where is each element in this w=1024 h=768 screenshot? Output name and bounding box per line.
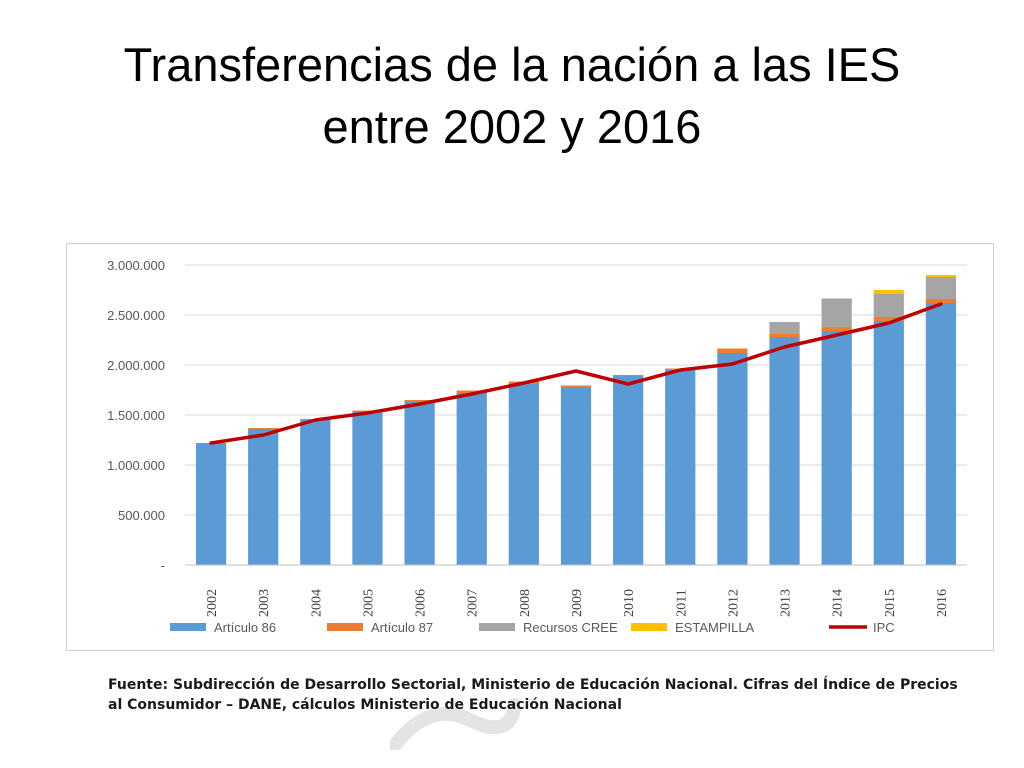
legend-swatch-articulo86 <box>170 623 206 631</box>
bar-articulo86-2015 <box>873 321 904 565</box>
slide-title-line-2: entre 2002 y 2016 <box>322 100 702 153</box>
x-tick-label-2003: 2003 <box>257 589 272 617</box>
slide-title: Transferencias de la nación a las IES en… <box>0 34 1024 158</box>
bar-articulo86-2013 <box>769 337 800 565</box>
x-tick-label-2014: 2014 <box>831 589 846 617</box>
chart-legend: Artículo 86 Artículo 87 Recursos CREE ESTAM… <box>170 620 895 635</box>
bar-articulo86-2009 <box>560 387 592 565</box>
bar-articulo87-2013 <box>769 334 800 337</box>
slide-title-line-1: Transferencias de la nación a las IES <box>123 38 901 91</box>
bar-articulo87-2003 <box>248 428 279 429</box>
bar-layer <box>195 275 957 565</box>
watermark-logo <box>390 698 520 750</box>
legend-label-articulo86: Artículo 86 <box>214 620 276 635</box>
x-axis-tick-labels: 2002 2003 2004 2005 2006 2007 2008 2009 2010 2011… <box>185 564 967 617</box>
bar-articulo86-2014 <box>821 331 852 565</box>
x-tick-label-2004: 2004 <box>309 589 324 617</box>
bar-articulo86-2012 <box>717 353 748 565</box>
legend-label-estampilla: ESTAMPILLA <box>675 620 755 635</box>
y-tick-label-1: 500.000 <box>118 508 165 523</box>
bar-articulo86-2003 <box>248 429 279 565</box>
x-tick-label-2010: 2010 <box>622 589 637 617</box>
chart-container: - 500.000 1.000.000 1.500.000 2.000.000 2.500… <box>66 243 994 651</box>
bar-articulo86-2011 <box>665 370 696 565</box>
x-tick-label-2011: 2011 <box>674 589 689 616</box>
y-tick-label-4: 2.000.000 <box>107 358 165 373</box>
bar-articulo86-2006 <box>404 402 435 565</box>
y-tick-label-3: 1.500.000 <box>107 408 165 423</box>
bar-articulo86-2004 <box>300 420 331 565</box>
x-tick-label-2015: 2015 <box>883 589 898 617</box>
legend-label-articulo87: Artículo 87 <box>371 620 433 635</box>
bar-articulo87-2016 <box>925 299 957 303</box>
bar-cree-2015 <box>873 294 904 317</box>
y-tick-label-6: 3.000.000 <box>107 258 165 273</box>
y-tick-label-2: 1.000.000 <box>107 458 165 473</box>
x-tick-label-2009: 2009 <box>570 589 585 617</box>
bar-articulo87-2009 <box>560 385 592 387</box>
x-tick-label-2007: 2007 <box>466 589 481 617</box>
x-tick-label-2006: 2006 <box>414 589 429 617</box>
bar-articulo86-2005 <box>352 412 383 565</box>
x-tick-label-2016: 2016 <box>935 589 950 617</box>
bar-articulo86-2008 <box>508 384 539 565</box>
bar-articulo86-2002 <box>195 444 227 565</box>
x-tick-label-2008: 2008 <box>518 589 533 617</box>
chart-svg: - 500.000 1.000.000 1.500.000 2.000.000 2.500… <box>107 258 967 635</box>
legend-swatch-estampilla <box>631 623 667 631</box>
bar-cree-2013 <box>769 322 800 334</box>
bar-articulo86-2010 <box>613 376 644 565</box>
bar-estampilla-2016 <box>925 275 957 277</box>
source-line-2: al Consumidor – DANE, cálculos Ministeri… <box>108 697 622 713</box>
bar-articulo87-2007 <box>456 390 487 393</box>
y-axis-tick-labels: - 500.000 1.000.000 1.500.000 2.000.000 2.500… <box>107 258 165 573</box>
legend-swatch-cree <box>479 623 515 631</box>
x-tick-label-2013: 2013 <box>779 589 794 617</box>
legend-label-ipc: IPC <box>873 620 895 635</box>
bar-articulo86-2007 <box>456 393 487 565</box>
y-tick-label-5: 2.500.000 <box>107 308 165 323</box>
ipc-line-layer <box>209 302 943 445</box>
x-tick-label-2002: 2002 <box>205 589 220 617</box>
bar-articulo87-2015 <box>873 317 904 321</box>
x-tick-label-2005: 2005 <box>361 589 376 617</box>
source-note: Fuente: Subdirección de Desarrollo Secto… <box>108 675 958 715</box>
bar-articulo87-2014 <box>821 327 852 331</box>
bar-articulo86-2016 <box>925 303 957 565</box>
bar-estampilla-2015 <box>873 290 904 294</box>
source-line-1: Fuente: Subdirección de Desarrollo Secto… <box>108 677 958 693</box>
legend-label-cree: Recursos CREE <box>523 620 618 635</box>
bar-articulo87-2010 <box>613 375 644 376</box>
legend-swatch-articulo87 <box>327 623 363 631</box>
x-tick-label-2012: 2012 <box>726 589 741 617</box>
bar-cree-2016 <box>925 277 957 299</box>
bar-articulo87-2012 <box>717 348 748 353</box>
y-tick-label-0: - <box>161 558 165 573</box>
bar-articulo87-2006 <box>404 400 435 402</box>
bar-cree-2014 <box>821 298 852 328</box>
